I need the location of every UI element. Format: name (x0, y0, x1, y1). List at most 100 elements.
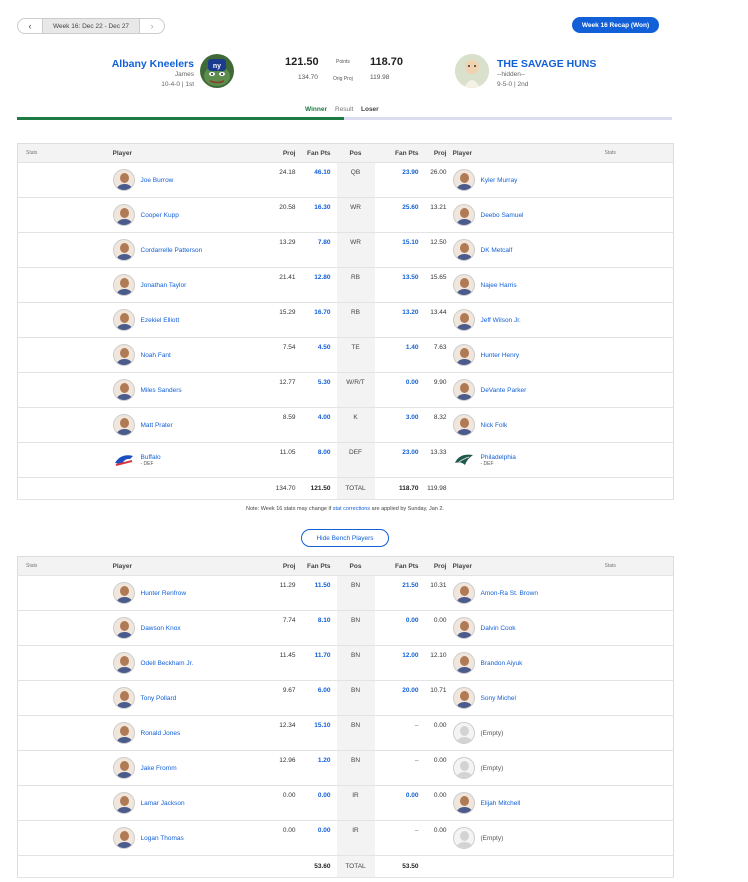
player-headshot[interactable] (452, 687, 475, 709)
away-fan-pts[interactable]: 13.20 (374, 302, 419, 338)
away-fan-pts[interactable]: 23.90 (374, 162, 419, 198)
away-fan-pts[interactable]: 13.50 (374, 267, 419, 303)
player-headshot[interactable] (452, 792, 475, 814)
player-headshot[interactable] (112, 652, 135, 674)
player-headshot[interactable] (453, 449, 475, 471)
away-fan-pts[interactable]: 23.00 (374, 442, 419, 478)
away-fan-pts[interactable]: 21.50 (374, 575, 419, 611)
home-fan-pts[interactable]: 16.70 (295, 302, 337, 338)
player-headshot[interactable] (112, 204, 135, 226)
home-fan-pts[interactable]: 11.50 (295, 575, 337, 611)
player-headshot[interactable] (452, 204, 475, 226)
player-headshot[interactable] (452, 722, 475, 744)
player-headshot[interactable] (452, 617, 475, 639)
home-fan-pts[interactable]: 15.10 (295, 715, 337, 751)
player-headshot[interactable] (112, 414, 135, 436)
away-player-name[interactable]: Jeff Wilson Jr. (480, 316, 521, 324)
player-headshot[interactable] (452, 344, 475, 366)
player-headshot[interactable] (112, 617, 135, 639)
player-headshot[interactable] (452, 414, 475, 436)
player-headshot[interactable] (112, 169, 135, 191)
home-fan-pts[interactable]: 12.80 (295, 267, 337, 303)
home-fan-pts[interactable]: 6.00 (295, 680, 337, 716)
player-headshot[interactable] (452, 239, 475, 261)
home-player-name[interactable]: Ezekiel Elliott (140, 316, 180, 324)
away-player-name[interactable]: Nick Folk (480, 421, 508, 429)
away-team-name[interactable]: THE SAVAGE HUNS (497, 58, 597, 70)
away-fan-pts[interactable]: 0.00 (374, 785, 419, 821)
player-headshot[interactable] (112, 274, 135, 296)
home-player-name[interactable]: Buffalo (140, 453, 161, 461)
home-fan-pts[interactable]: 7.80 (295, 232, 337, 268)
away-player-name[interactable]: Najee Harris (480, 281, 517, 289)
away-player-name[interactable]: Dalvin Cook (480, 624, 516, 632)
home-player-name[interactable]: Cooper Kupp (140, 211, 179, 219)
away-player-name[interactable]: Philadelphia (480, 453, 516, 461)
player-headshot[interactable] (452, 827, 475, 849)
player-headshot[interactable] (452, 757, 475, 779)
home-fan-pts[interactable]: 11.70 (295, 645, 337, 681)
away-player-name[interactable]: Brandon Aiyuk (480, 659, 523, 667)
week-recap-button[interactable]: Week 16 Recap (Won) (572, 17, 659, 33)
away-player-name[interactable]: Elijah Mitchell (480, 799, 521, 807)
away-player-name[interactable]: Sony Michel (480, 694, 516, 702)
player-headshot[interactable] (452, 169, 475, 191)
home-fan-pts[interactable]: 8.10 (295, 610, 337, 646)
away-team-logo[interactable] (455, 54, 489, 88)
away-fan-pts[interactable]: – (374, 750, 419, 786)
away-fan-pts[interactable]: 0.00 (374, 610, 419, 646)
away-fan-pts[interactable]: – (374, 715, 419, 751)
home-fan-pts[interactable]: 46.10 (295, 162, 337, 198)
player-headshot[interactable] (112, 687, 135, 709)
home-fan-pts[interactable]: 4.00 (295, 407, 337, 443)
away-player-name[interactable]: DK Metcalf (480, 246, 513, 254)
player-headshot[interactable] (112, 757, 135, 779)
away-fan-pts[interactable]: – (374, 820, 419, 856)
away-fan-pts[interactable]: 1.40 (374, 337, 419, 373)
hide-bench-button[interactable]: Hide Bench Players (301, 529, 389, 547)
player-headshot[interactable] (112, 379, 135, 401)
away-fan-pts[interactable]: 20.00 (374, 680, 419, 716)
player-headshot[interactable] (452, 379, 475, 401)
prev-week-button[interactable]: ‹ (28, 21, 32, 31)
player-headshot[interactable] (112, 722, 135, 744)
home-player-name[interactable]: Hunter Renfrow (140, 589, 187, 597)
player-headshot[interactable] (112, 344, 135, 366)
away-player-name[interactable]: (Empty) (480, 764, 504, 772)
home-player-name[interactable]: Cordarrelle Patterson (140, 246, 203, 254)
home-fan-pts[interactable]: 16.30 (295, 197, 337, 233)
away-fan-pts[interactable]: 3.00 (374, 407, 419, 443)
away-player-name[interactable]: Deebo Samuel (480, 211, 524, 219)
player-headshot[interactable] (452, 274, 475, 296)
away-player-name[interactable]: DeVante Parker (480, 386, 527, 394)
week-selector[interactable]: Week 16: Dec 22 - Dec 27 (42, 19, 140, 33)
home-player-name[interactable]: Joe Burrow (140, 176, 174, 184)
player-headshot[interactable] (112, 792, 135, 814)
home-fan-pts[interactable]: 0.00 (295, 820, 337, 856)
home-player-name[interactable]: Jake Fromm (140, 764, 177, 772)
player-headshot[interactable] (452, 582, 475, 604)
home-player-name[interactable]: Noah Fant (140, 351, 171, 359)
home-fan-pts[interactable]: 1.20 (295, 750, 337, 786)
away-fan-pts[interactable]: 25.60 (374, 197, 419, 233)
home-fan-pts[interactable]: 4.50 (295, 337, 337, 373)
away-fan-pts[interactable]: 12.00 (374, 645, 419, 681)
player-headshot[interactable] (112, 827, 135, 849)
home-player-name[interactable]: Dawson Knox (140, 624, 181, 632)
home-player-name[interactable]: Logan Thomas (140, 834, 184, 842)
home-player-name[interactable]: Odell Beckham Jr. (140, 659, 194, 667)
player-headshot[interactable] (112, 309, 135, 331)
player-headshot[interactable] (452, 652, 475, 674)
away-player-name[interactable]: (Empty) (480, 729, 504, 737)
away-fan-pts[interactable]: 15.10 (374, 232, 419, 268)
away-player-name[interactable]: Amon-Ra St. Brown (480, 589, 538, 597)
away-player-name[interactable]: (Empty) (480, 834, 504, 842)
home-player-name[interactable]: Tony Pollard (140, 694, 177, 702)
home-player-name[interactable]: Miles Sanders (140, 386, 182, 394)
home-team-logo[interactable]: ny (200, 54, 234, 88)
home-player-name[interactable]: Jonathan Taylor (140, 281, 187, 289)
home-player-name[interactable]: Lamar Jackson (140, 799, 185, 807)
home-player-name[interactable]: Ronald Jones (140, 729, 181, 737)
home-team-name[interactable]: Albany Kneelers (111, 58, 194, 70)
next-week-button[interactable]: › (150, 21, 154, 31)
